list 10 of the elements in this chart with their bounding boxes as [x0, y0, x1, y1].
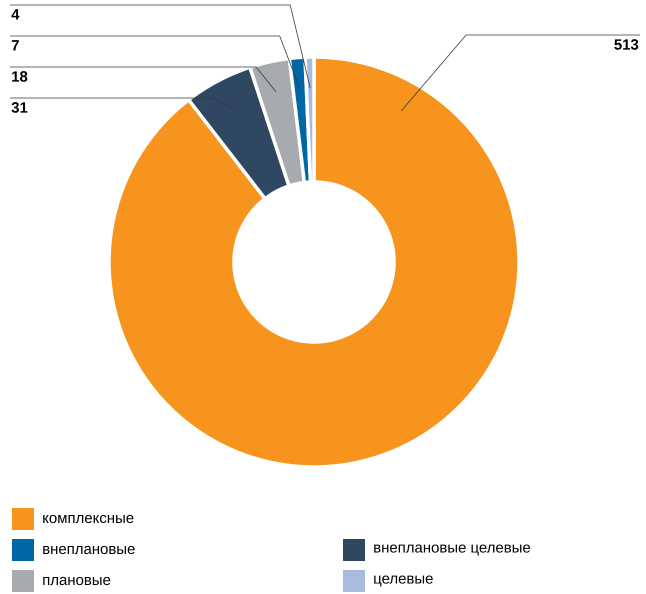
legend-label: комплексные [43, 514, 134, 524]
data-label: 7 [12, 40, 19, 50]
legend-label: плановые [43, 576, 110, 586]
data-label: 18 [12, 71, 28, 82]
legend-label: целевые [374, 576, 433, 586]
data-label: 513 [614, 39, 638, 50]
legend-label: внеплановые целевые [374, 544, 530, 556]
data-label: 31 [12, 102, 28, 113]
legend-label: внеплановые [43, 546, 135, 554]
data-label: 4 [11, 9, 20, 20]
